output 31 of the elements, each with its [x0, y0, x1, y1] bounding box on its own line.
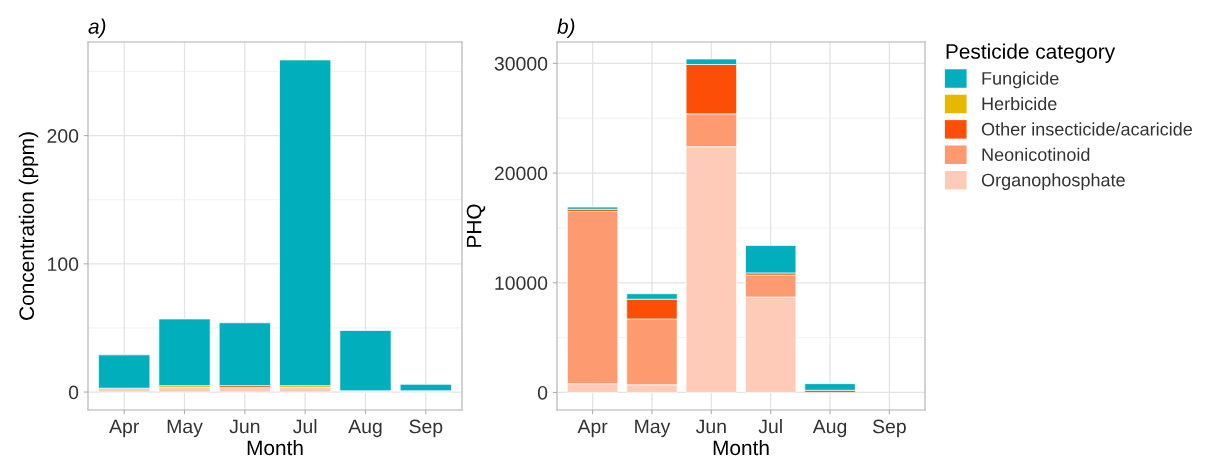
x-tick-label: May — [167, 419, 203, 438]
y-axis-title: PHQ — [466, 204, 486, 247]
x-axis-title: Month — [247, 439, 303, 456]
legend-label: Herbicide — [982, 96, 1057, 111]
legend-label: Neonicotinoid — [982, 147, 1090, 162]
legend-label: Organophosphate — [981, 173, 1125, 191]
x-tick-label: Jun — [229, 419, 260, 434]
y-tick-label: 200 — [47, 129, 79, 143]
x-tick-label: Jul — [293, 419, 317, 434]
x-tick-label: Apr — [577, 419, 608, 438]
y-tick-label: 20000 — [494, 166, 548, 181]
y-tick-label: 30000 — [494, 56, 548, 71]
x-tick-label: Sep — [409, 419, 443, 438]
x-tick-label: Aug — [348, 419, 382, 438]
y-tick-label: 0 — [68, 385, 79, 400]
y-tick-label: 10000 — [495, 276, 548, 290]
x-tick-label: Apr — [109, 419, 139, 438]
y-tick-label: 0 — [537, 385, 548, 400]
x-tick-label: Jun — [695, 419, 726, 434]
legend-label: Other insecticide/acaricide — [981, 122, 1192, 136]
x-tick-label: Aug — [812, 419, 847, 438]
x-tick-label: Jul — [758, 419, 782, 434]
chart-title: a) — [88, 18, 106, 38]
legend-label: Fungicide — [982, 71, 1059, 89]
x-tick-label: May — [635, 419, 671, 438]
y-axis-title: Concentration (ppm) — [18, 132, 39, 320]
legend-title: Pesticide category — [946, 43, 1116, 63]
x-tick-label: Sep — [872, 419, 906, 438]
y-tick-label: 100 — [48, 257, 79, 272]
x-axis-title: Month — [713, 439, 769, 456]
chart-title: b) — [557, 18, 575, 38]
